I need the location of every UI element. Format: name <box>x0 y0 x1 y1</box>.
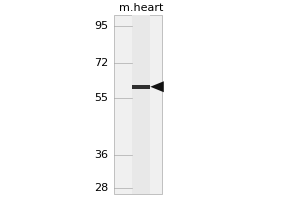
Text: 72: 72 <box>94 58 108 68</box>
Text: 28: 28 <box>94 183 108 193</box>
Bar <box>132 15 150 194</box>
Bar <box>132 85 150 89</box>
Text: m.heart: m.heart <box>119 3 163 13</box>
Text: 36: 36 <box>94 150 108 160</box>
Text: 55: 55 <box>94 93 108 103</box>
Polygon shape <box>150 81 164 92</box>
Text: 95: 95 <box>94 21 108 31</box>
Bar <box>114 15 162 194</box>
